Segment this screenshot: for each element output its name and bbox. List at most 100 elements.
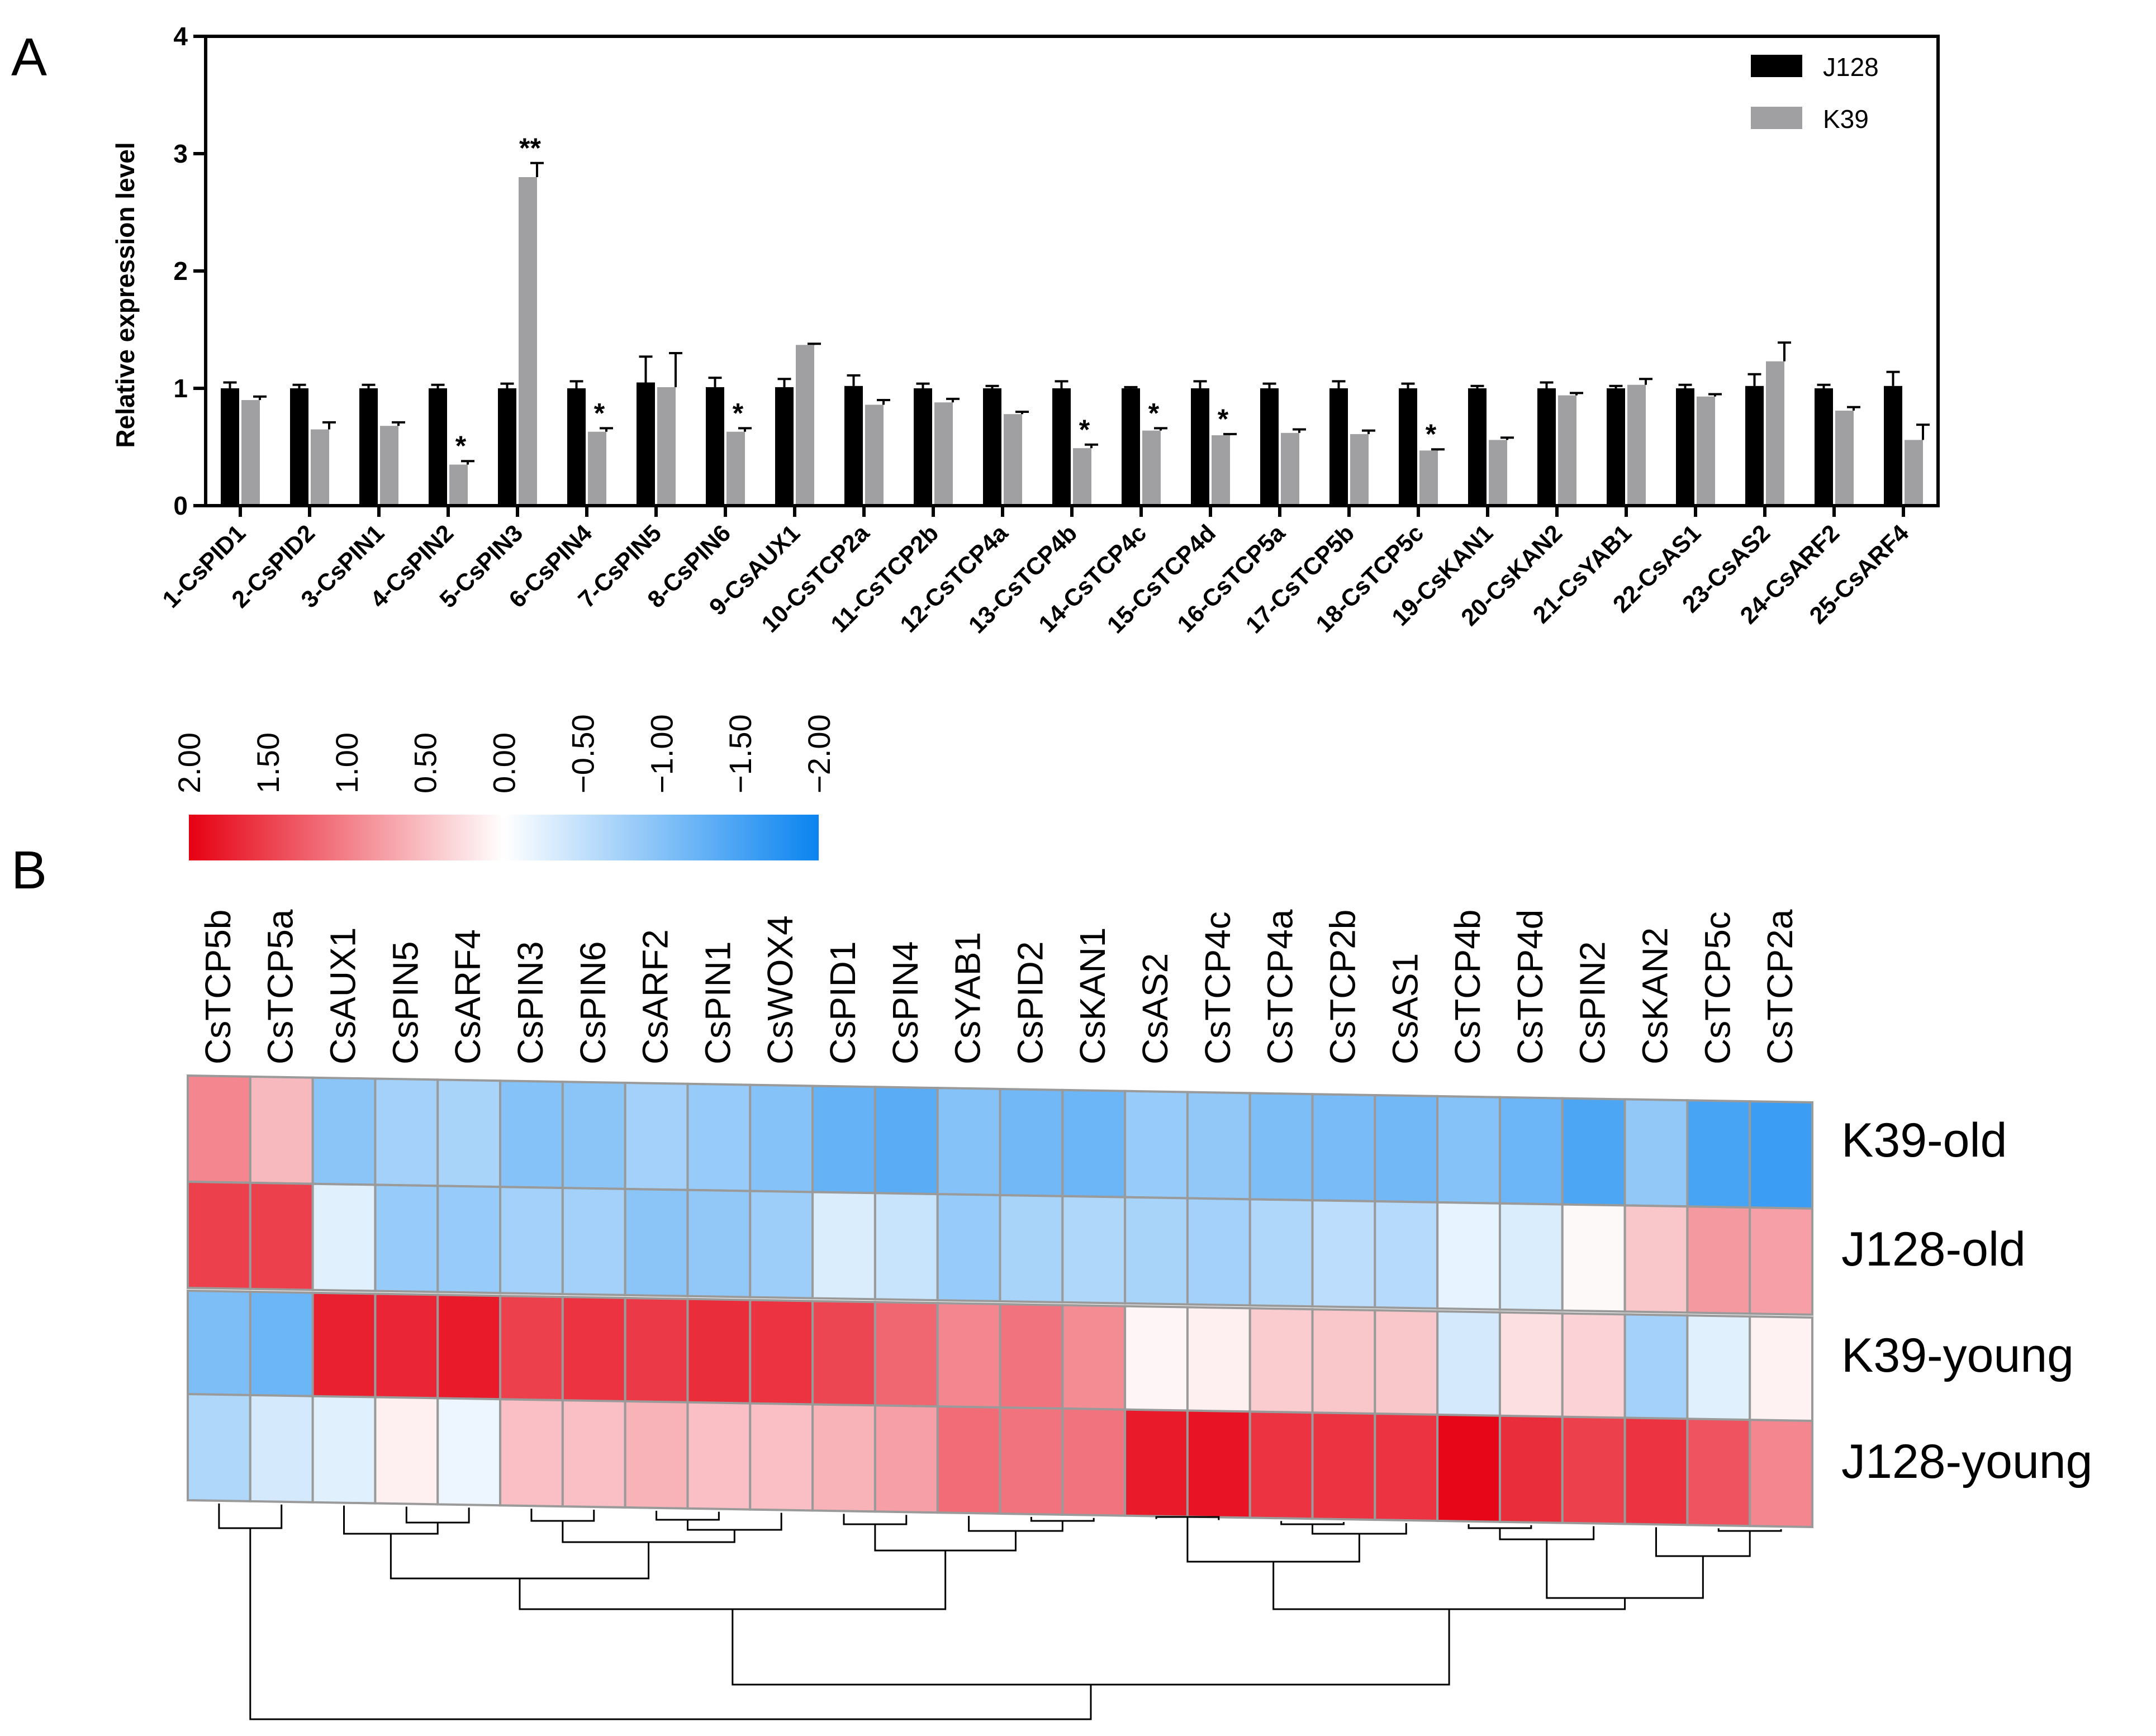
- heatmap-cell: [1374, 1309, 1439, 1419]
- heatmap-cell: [936, 1302, 1001, 1412]
- heatmap-cell: [249, 1393, 314, 1504]
- significance-mark: *: [1426, 418, 1437, 450]
- heatmap-cell: [311, 1076, 377, 1186]
- bar-k39: [241, 400, 260, 506]
- heatmap-column-label: CsTCP4b: [1447, 910, 1488, 1064]
- y-tick-layer: 0 1 2 3 4: [173, 22, 206, 520]
- heatmap-row-label: K39-old: [1841, 1114, 2007, 1167]
- color-scale-ticks: 2.00 1.50 1.00 0.50 0.00 −0.50 −1.00 −1.50 −2.00: [172, 714, 837, 793]
- y-tick-label: 1: [173, 374, 188, 403]
- heatmap-cell: [1061, 1407, 1127, 1517]
- bar-k39: [1073, 448, 1091, 506]
- heatmap-cell: [999, 1302, 1064, 1412]
- dendrogram-link: [732, 1609, 1450, 1686]
- bar-k39: [1489, 440, 1507, 506]
- heatmap-cell: [187, 1180, 251, 1290]
- bar-j128: [359, 388, 378, 506]
- heatmap-cell: [749, 1402, 814, 1512]
- bar-k39: [726, 431, 745, 506]
- color-scale-tick: 1.50: [250, 733, 286, 793]
- heatmap-cell: [499, 1398, 564, 1508]
- bar-k39: [1766, 361, 1784, 506]
- heatmap-row-labels: K39-old J128-old K39-young J128-young: [1841, 1114, 2092, 1488]
- heatmap-cell: [1623, 1204, 1689, 1314]
- dendrogram-link: [562, 1521, 735, 1543]
- heatmap-column-label: CsPID1: [823, 941, 863, 1065]
- bar-j128: [1745, 386, 1764, 506]
- bar-j128: [1260, 388, 1279, 506]
- heatmap-cell: [1561, 1203, 1626, 1313]
- heatmap-cell: [1498, 1311, 1564, 1421]
- heatmap-cell: [1061, 1088, 1127, 1198]
- x-tick-layer: 1-CsPID12-CsPID23-CsPIN14-CsPIN25-CsPIN3…: [158, 506, 1914, 639]
- significance-mark: *: [594, 397, 605, 429]
- heatmap-cell: [811, 1191, 876, 1301]
- dendrogram-link: [1717, 1528, 1782, 1532]
- heatmap-column-label: CsPIN3: [510, 941, 550, 1065]
- heatmap-cell: [436, 1078, 502, 1188]
- significance-mark: *: [1079, 414, 1090, 445]
- bar-k39: [1212, 435, 1230, 506]
- heatmap-cell: [1061, 1304, 1127, 1414]
- significance-mark: *: [1148, 397, 1160, 429]
- dendrogram-link: [1280, 1521, 1345, 1525]
- heatmap-cell: [686, 1188, 752, 1299]
- dendrogram-link: [874, 1524, 1017, 1552]
- heatmap-cell: [1186, 1306, 1251, 1416]
- heatmap-cell: [1749, 1100, 1813, 1210]
- heatmap-cell: [1311, 1199, 1376, 1309]
- dendrogram-link: [218, 1503, 283, 1529]
- heatmap-cell: [811, 1403, 876, 1513]
- bar-j128: [844, 386, 863, 506]
- heatmap-cell: [499, 1079, 564, 1190]
- heatmap-cell: [187, 1392, 251, 1502]
- heatmap-cell: [374, 1396, 439, 1506]
- heatmap-column-label: CsTCP5c: [1697, 911, 1737, 1064]
- heatmap-cell: [374, 1077, 439, 1187]
- dendrogram-link: [1468, 1524, 1532, 1529]
- heatmap-cell: [1686, 1099, 1751, 1209]
- bar-j128: [1329, 388, 1348, 506]
- heatmap-cell: [1248, 1410, 1314, 1520]
- heatmap-cell: [374, 1292, 439, 1402]
- bar-k39: [1835, 410, 1854, 506]
- heatmap-cell: [999, 1087, 1064, 1197]
- bar-k39: [1558, 395, 1576, 506]
- panel-label-a: A: [11, 27, 47, 87]
- dendrogram-link: [1030, 1516, 1095, 1522]
- bar-k39: [1627, 384, 1646, 506]
- bar-k39: [1697, 396, 1715, 506]
- heatmap-column-label: CsPIN4: [885, 941, 925, 1065]
- bar-k39: [380, 426, 398, 506]
- dendrogram-link: [343, 1505, 439, 1535]
- color-scale-tick: −1.00: [644, 714, 679, 793]
- bar-j128: [1052, 388, 1071, 506]
- dendrogram-link: [405, 1506, 470, 1524]
- heatmap-cell: [1561, 1415, 1626, 1525]
- heatmap-cell: [873, 1086, 939, 1196]
- bar-k39: [519, 177, 537, 506]
- heatmap-cell: [1498, 1414, 1564, 1524]
- heatmap-cell: [311, 1291, 377, 1401]
- heatmap-column-label: CsPIN1: [697, 941, 738, 1065]
- color-scale-tick: 2.00: [172, 733, 207, 793]
- heatmap-cell: [749, 1190, 814, 1300]
- error-bars-layer: [223, 161, 1930, 465]
- heatmap-cell: [249, 1075, 314, 1185]
- bars-layer: [221, 177, 1923, 506]
- heatmap-row-label: K39-young: [1841, 1329, 2074, 1382]
- bar-k39: [1281, 432, 1299, 506]
- bar-j128: [914, 388, 932, 506]
- heatmap-cell: [624, 1296, 689, 1406]
- heatmap-column-label: CsTCP2a: [1760, 909, 1800, 1064]
- dendrogram-link: [390, 1534, 650, 1580]
- heatmap-cell: [686, 1082, 752, 1192]
- heatmap-cell: [1749, 1206, 1813, 1316]
- heatmap-column-label: CsARF2: [635, 929, 676, 1064]
- bar-j128: [706, 387, 724, 506]
- heatmap-cell: [1186, 1091, 1251, 1201]
- heatmap-cell: [1498, 1096, 1564, 1206]
- dendrogram-link: [519, 1550, 947, 1610]
